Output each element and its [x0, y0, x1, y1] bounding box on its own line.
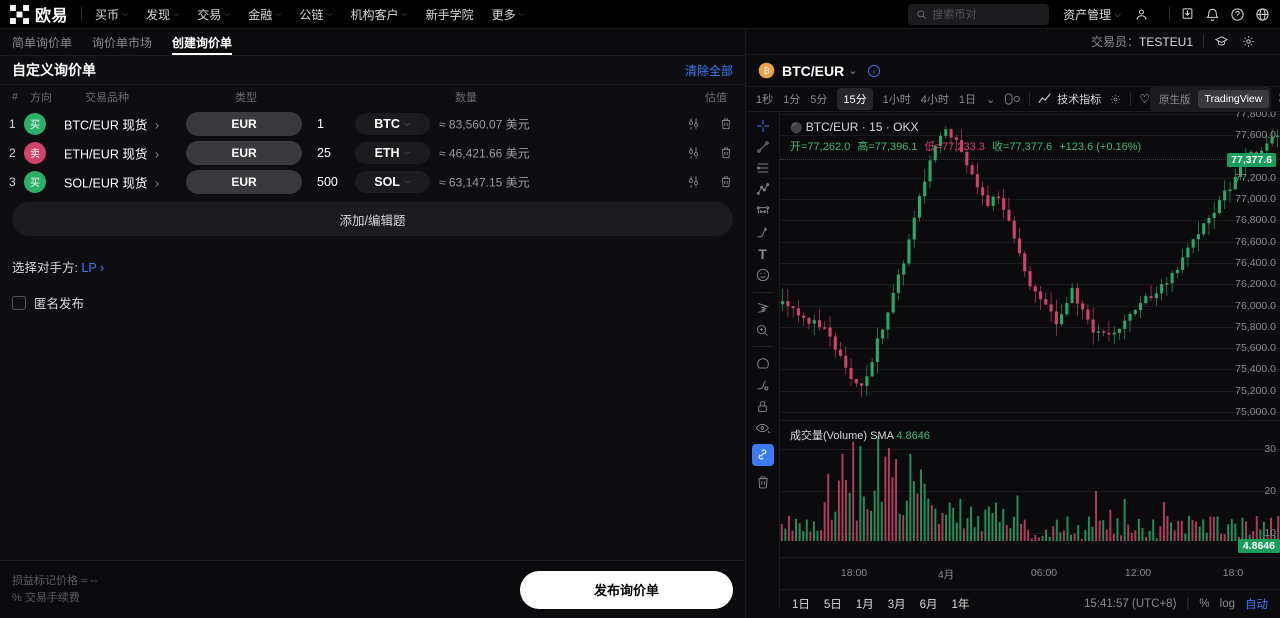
svg-text:₿: ₿: [763, 66, 769, 76]
